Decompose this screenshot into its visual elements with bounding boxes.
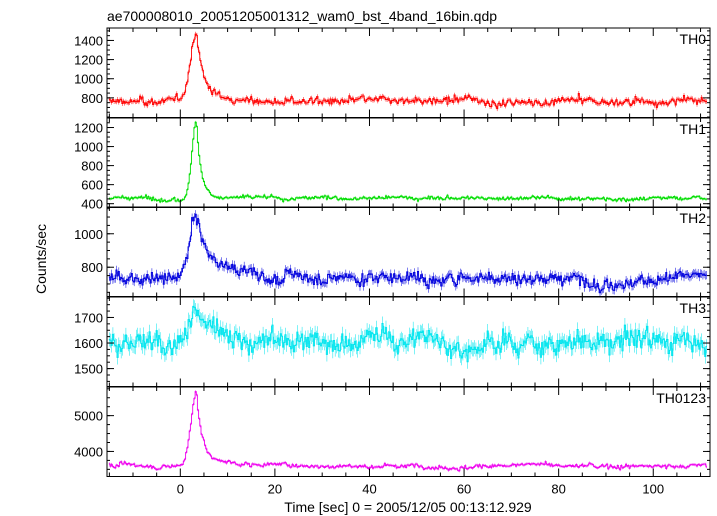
y-tick-label: 1000 — [74, 140, 103, 155]
x-tick-label: 40 — [362, 482, 376, 497]
panel-label-th2: TH2 — [680, 210, 707, 226]
y-tick-label: 1700 — [74, 310, 103, 325]
y-tick-label: 800 — [81, 260, 103, 275]
error-bars-th1 — [109, 120, 707, 204]
series-th2 — [108, 210, 707, 297]
y-tick-label: 400 — [81, 197, 103, 212]
y-tick-label: 1400 — [74, 33, 103, 48]
series-th3 — [108, 299, 707, 369]
panel-th1: 400 600 800 1000 1200 TH1 — [74, 117, 711, 212]
x-tick-label: 20 — [268, 482, 282, 497]
panel-th3: 1500 1600 1700 TH3 — [74, 296, 711, 387]
y-tick-label: 5000 — [74, 409, 103, 424]
y-tick-label: 1000 — [74, 227, 103, 242]
y-tick-label: 800 — [81, 91, 103, 106]
line-th2 — [108, 213, 707, 294]
chart-title: ae700008010_20051205001312_wam0_bst_4ban… — [107, 8, 497, 24]
error-bars-th0123 — [109, 390, 707, 473]
x-axis-title: Time [sec] 0 = 2005/12/05 00:13:12.929 — [284, 499, 532, 515]
y-tick-label: 1600 — [74, 336, 103, 351]
x-tick-label: 100 — [642, 482, 664, 497]
x-tick-label: 0 — [177, 482, 184, 497]
panel-label-th0: TH0 — [680, 31, 707, 47]
panel-label-th0123: TH0123 — [656, 390, 706, 406]
series-th0 — [108, 31, 707, 112]
panel-frame-th0123 — [106, 386, 711, 477]
error-bars-th3 — [109, 299, 707, 369]
line-th1 — [108, 121, 707, 203]
panel-th0: 800 1000 1200 1400 TH0 — [74, 27, 711, 118]
series-th1 — [108, 120, 707, 204]
line-th0 — [108, 33, 707, 110]
line-th0123 — [108, 391, 707, 472]
x-tick-label: 80 — [551, 482, 565, 497]
y-tick-label: 1500 — [74, 362, 103, 377]
panel-label-th1: TH1 — [680, 121, 707, 137]
panel-th2: 800 1000 TH2 — [74, 206, 711, 297]
panel-label-th3: TH3 — [680, 300, 707, 316]
y-tick-label: 600 — [81, 178, 103, 193]
y-axis-title: Counts/sec — [33, 224, 49, 294]
y-tick-label: 1000 — [74, 72, 103, 87]
line-th3 — [108, 305, 707, 363]
panel-th0123: 4000 5000 TH0123 — [74, 386, 711, 477]
series-th0123 — [108, 390, 707, 473]
y-tick-label: 4000 — [74, 444, 103, 459]
y-tick-label: 1200 — [74, 53, 103, 68]
x-tick-label: 60 — [457, 482, 471, 497]
y-tick-label: 800 — [81, 159, 103, 174]
y-tick-label: 1200 — [74, 121, 103, 136]
